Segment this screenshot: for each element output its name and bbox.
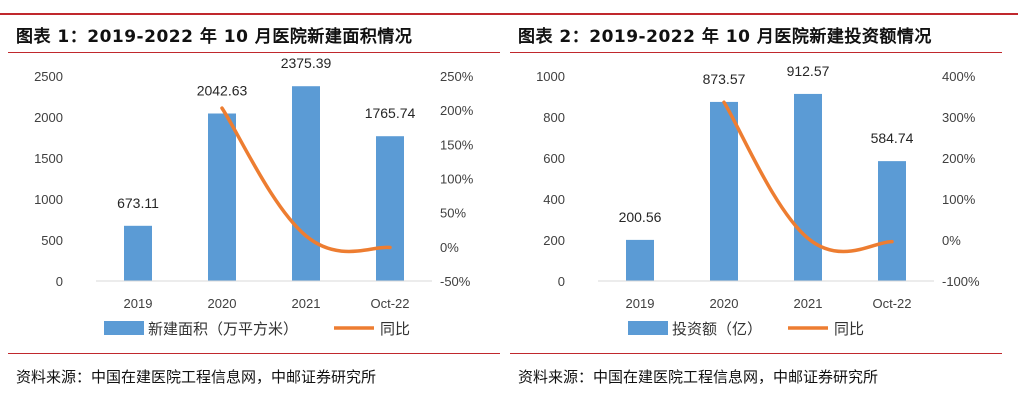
legend-bar-swatch bbox=[628, 321, 668, 335]
bar bbox=[878, 161, 906, 281]
right-tick-label: -50% bbox=[440, 274, 471, 289]
left-tick-label: 0 bbox=[558, 274, 565, 289]
category-label: 2019 bbox=[124, 296, 153, 311]
legend-line-label: 同比 bbox=[834, 320, 864, 338]
data-label: 584.74 bbox=[871, 130, 914, 146]
right-tick-label: 150% bbox=[440, 137, 474, 152]
category-label: 2020 bbox=[208, 296, 237, 311]
right-tick-label: 100% bbox=[440, 172, 474, 187]
data-label: 673.11 bbox=[117, 195, 159, 211]
left-tick-label: 0 bbox=[56, 274, 63, 289]
left-tick-label: 1000 bbox=[34, 192, 63, 207]
chart-panel-1: 图表 1：2019-2022 年 10 月医院新建面积情况 2500 2000 15… bbox=[8, 16, 500, 396]
legend-bar-label: 投资额（亿） bbox=[672, 320, 762, 338]
source-note: 资料来源：中国在建医院工程信息网，中邮证券研究所 bbox=[16, 368, 377, 386]
data-label: 2042.63 bbox=[197, 83, 248, 99]
yoy-line bbox=[722, 100, 894, 254]
left-tick-label: 2000 bbox=[34, 110, 63, 125]
source-note: 资料来源：中国在建医院工程信息网，中邮证券研究所 bbox=[518, 368, 879, 386]
data-label: 200.56 bbox=[619, 209, 662, 225]
left-tick-label: 1000 bbox=[536, 69, 565, 84]
data-label: 912.57 bbox=[787, 63, 830, 79]
title-divider bbox=[8, 52, 500, 53]
right-tick-label: 200% bbox=[440, 103, 474, 118]
left-tick-label: 500 bbox=[41, 233, 63, 248]
source-divider bbox=[510, 353, 1002, 354]
data-label: 1765.74 bbox=[365, 105, 416, 121]
area-chart-1: 2500 2000 1500 1000 500 0 250% 200% 150% 100% 50% 0… bbox=[34, 56, 474, 338]
left-tick-label: 200 bbox=[543, 233, 565, 248]
bar bbox=[208, 113, 236, 282]
bar bbox=[292, 86, 320, 281]
left-tick-label: 2500 bbox=[34, 69, 63, 84]
category-label: 2019 bbox=[626, 296, 655, 311]
legend-line-label: 同比 bbox=[380, 320, 410, 338]
legend-bar-swatch bbox=[104, 321, 144, 335]
right-tick-label: 100% bbox=[942, 192, 976, 207]
category-label: Oct-22 bbox=[872, 296, 911, 311]
right-tick-label: 50% bbox=[440, 206, 466, 221]
bar bbox=[376, 136, 404, 281]
data-label: 873.57 bbox=[703, 71, 746, 87]
title-divider bbox=[510, 52, 1002, 53]
bar bbox=[124, 225, 152, 281]
chart-title: 图表 1：2019-2022 年 10 月医院新建面积情况 bbox=[16, 27, 413, 47]
top-divider bbox=[0, 13, 1018, 15]
bar bbox=[710, 101, 738, 281]
left-tick-label: 1500 bbox=[34, 151, 63, 166]
category-label: 2021 bbox=[794, 296, 823, 311]
right-tick-label: 250% bbox=[440, 69, 474, 84]
left-tick-label: 400 bbox=[543, 192, 565, 207]
source-divider bbox=[8, 353, 500, 354]
right-tick-label: 200% bbox=[942, 151, 976, 166]
chart-panel-2: 图表 2：2019-2022 年 10 月医院新建投资额情况 1000 800 60… bbox=[510, 16, 1002, 396]
right-tick-label: 0% bbox=[440, 240, 459, 255]
left-tick-label: 600 bbox=[543, 151, 565, 166]
right-tick-label: 400% bbox=[942, 69, 976, 84]
category-label: 2021 bbox=[292, 296, 321, 311]
data-label: 2375.39 bbox=[281, 56, 332, 71]
bar bbox=[794, 93, 822, 281]
left-tick-label: 800 bbox=[543, 110, 565, 125]
chart-title: 图表 2：2019-2022 年 10 月医院新建投资额情况 bbox=[518, 27, 932, 47]
bar bbox=[626, 239, 654, 281]
legend-bar-label: 新建面积（万平方米） bbox=[148, 320, 298, 338]
category-label: 2020 bbox=[710, 296, 739, 311]
right-tick-label: -100% bbox=[942, 274, 980, 289]
yoy-line bbox=[220, 106, 392, 254]
category-label: Oct-22 bbox=[370, 296, 409, 311]
right-tick-label: 0% bbox=[942, 233, 961, 248]
investment-chart-2: 1000 800 600 400 200 0 400% 300% 200% 100% 0% -100%… bbox=[536, 63, 980, 338]
right-tick-label: 300% bbox=[942, 110, 976, 125]
